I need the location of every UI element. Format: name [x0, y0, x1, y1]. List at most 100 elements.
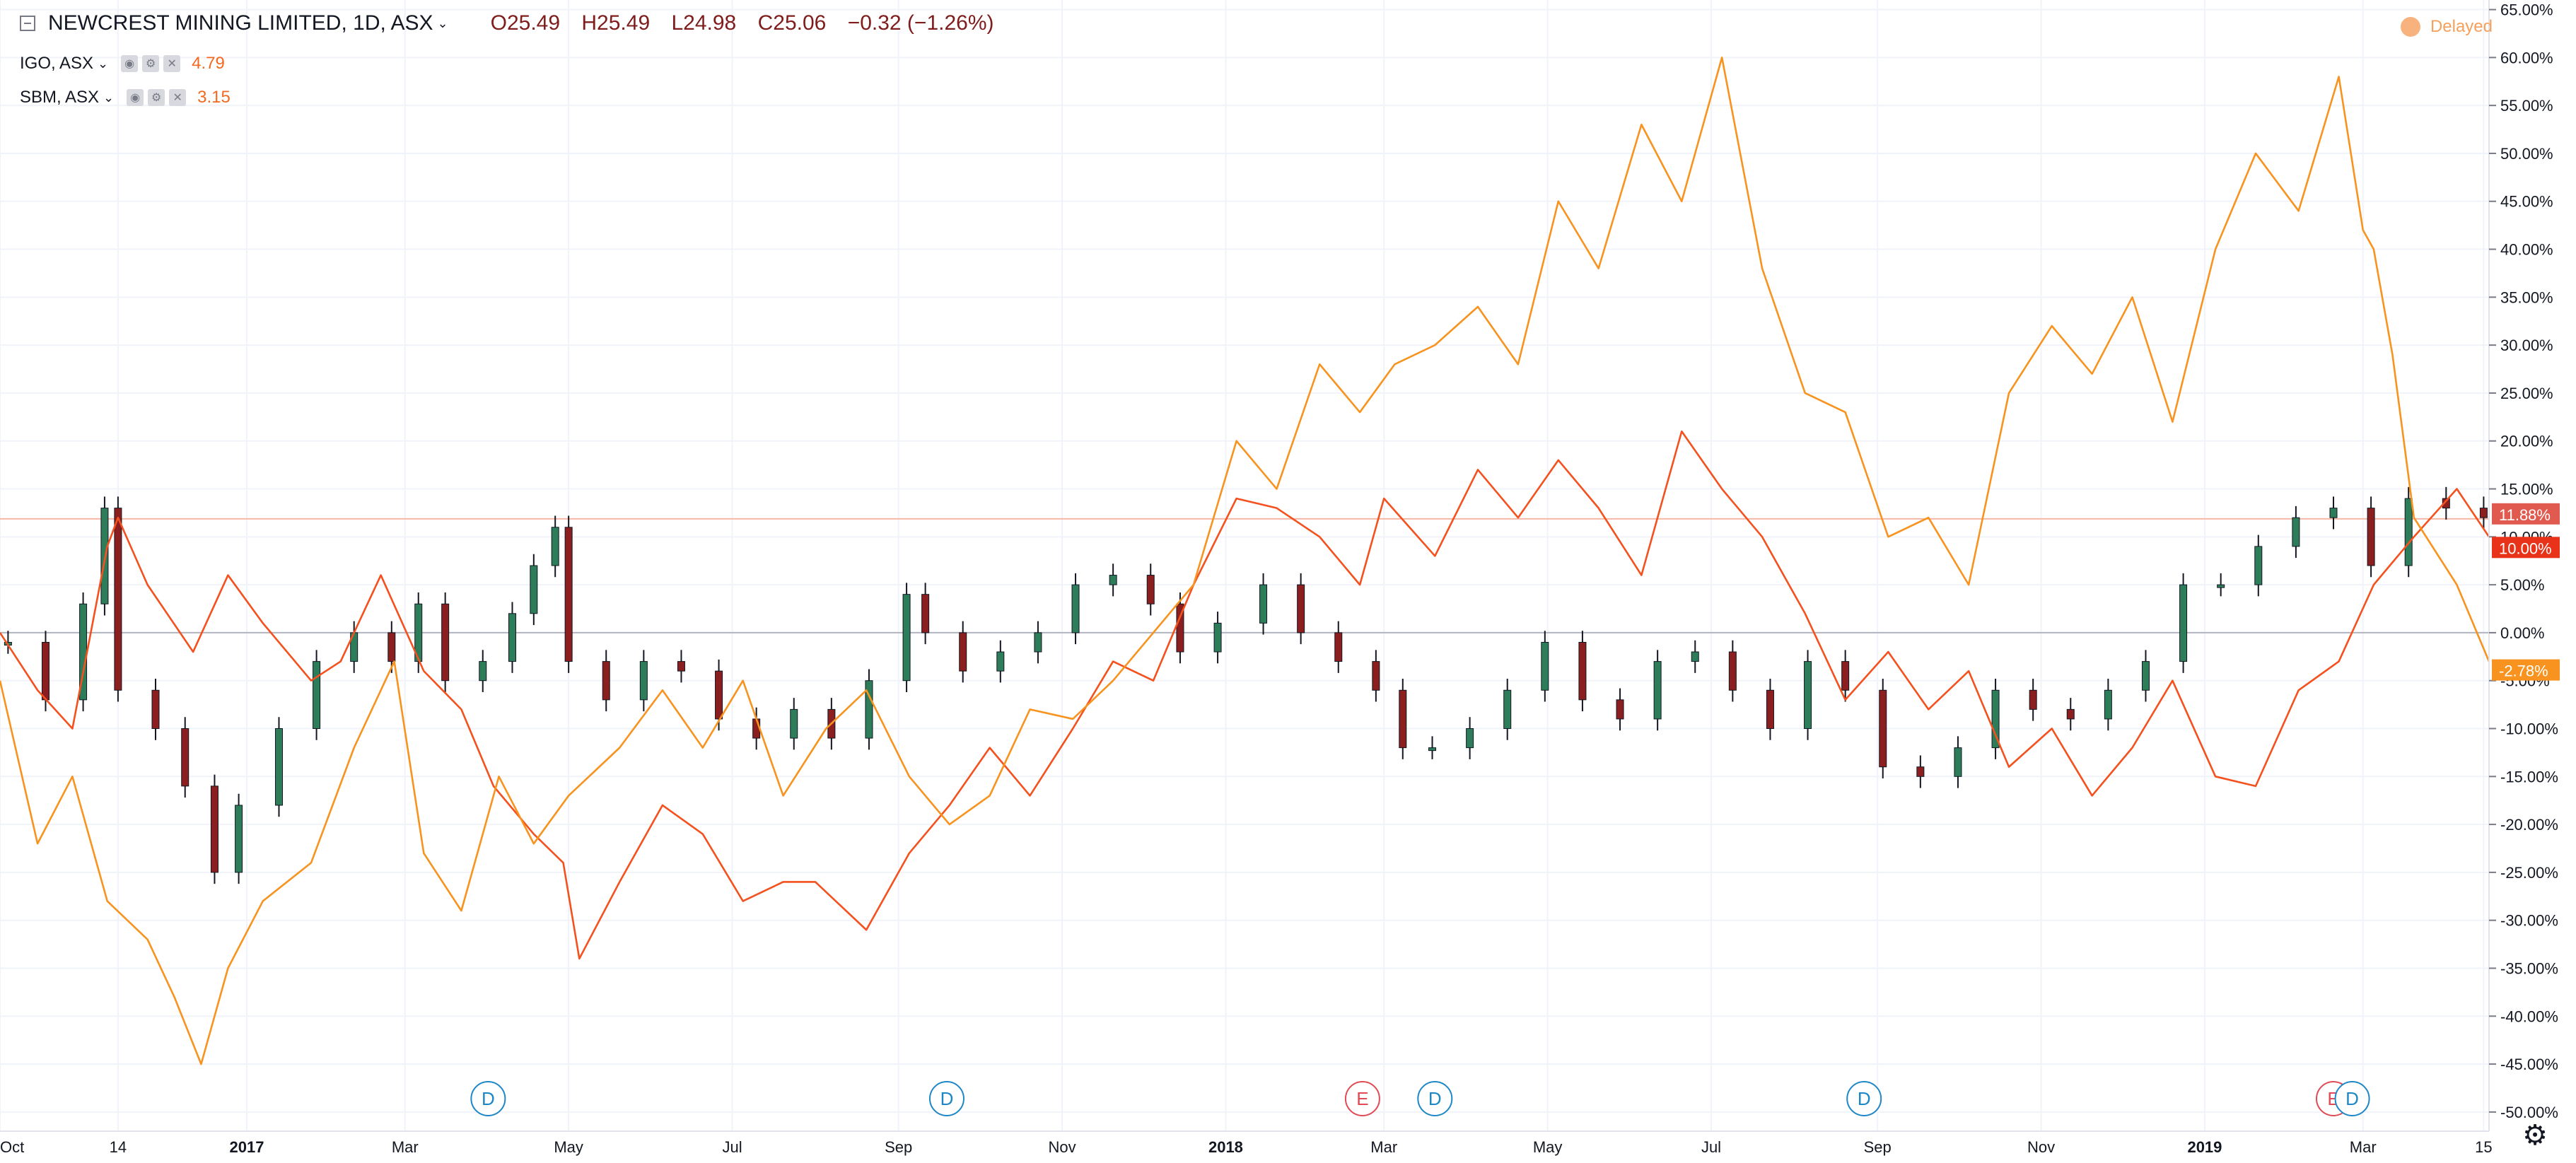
x-tick-label: Jul	[1701, 1138, 1721, 1156]
price-badge-label: -2.78%	[2499, 662, 2548, 680]
candle-body	[508, 613, 516, 662]
x-tick-label: Sep	[885, 1138, 912, 1156]
candle-body	[1176, 603, 1184, 653]
price-badge	[2492, 659, 2560, 681]
candle-body	[1428, 747, 1437, 752]
grid-layer	[0, 0, 2489, 1131]
y-tick-label: 5.00%	[2500, 576, 2544, 594]
y-tick-label: -40.00%	[2500, 1007, 2558, 1025]
candle-body	[1578, 641, 1587, 701]
ohlc-values: O25.49 H25.49 L24.98 C25.06 −0.32 (−1.26…	[491, 11, 1010, 35]
dividend-marker-label: D	[1858, 1088, 1871, 1109]
candle-body	[551, 527, 559, 566]
candle-body	[996, 651, 1005, 672]
candle-body	[313, 661, 321, 730]
change-value: −0.32 (−1.26%)	[847, 11, 994, 35]
candle-body	[479, 661, 487, 682]
candle-body	[1841, 661, 1850, 691]
y-tick-label: 20.00%	[2500, 433, 2553, 450]
candle-body	[865, 680, 873, 739]
candle-body	[790, 708, 798, 739]
x-tick-label: Mar	[1370, 1138, 1397, 1156]
candle-body	[921, 594, 930, 633]
y-tick-label: -25.00%	[2500, 864, 2558, 882]
x-tick-label: 15	[2475, 1138, 2492, 1156]
chevron-down-icon[interactable]: ⌄	[103, 90, 115, 105]
close-value: C25.06	[757, 11, 827, 35]
candle-body	[2104, 689, 2112, 720]
candle-body	[1372, 661, 1380, 691]
y-tick-label: 30.00%	[2500, 337, 2553, 354]
candle-body	[1879, 689, 1887, 768]
candle-body	[1146, 575, 1155, 604]
candle-body	[2404, 498, 2413, 566]
candle-body	[2029, 689, 2037, 710]
candle-body	[1213, 622, 1222, 653]
y-tick-label: -15.00%	[2500, 768, 2558, 785]
series-line	[0, 430, 2490, 960]
dividend-marker	[928, 1081, 964, 1116]
settings-icon[interactable]: ⚙	[142, 55, 160, 72]
candle-body	[2329, 508, 2338, 518]
y-tick-label: 40.00%	[2500, 241, 2553, 259]
x-tick-label: Nov	[1049, 1138, 1076, 1156]
main-symbol-label[interactable]: NEWCREST MINING LIMITED, 1D, ASX	[48, 11, 433, 35]
candle-body	[2141, 661, 2150, 691]
candle-body	[677, 661, 685, 672]
candle-body	[1616, 699, 1624, 720]
compare-legend-row-sbm[interactable]: SBM, ASX ⌄ ◉ ⚙ ✕ 3.15	[20, 88, 231, 107]
eye-icon[interactable]: ◉	[121, 55, 139, 72]
candles	[4, 486, 2488, 884]
compare-symbol-label[interactable]: SBM, ASX	[20, 88, 100, 107]
settings-icon[interactable]: ⚙	[148, 89, 165, 106]
y-tick-label: 65.00%	[2500, 1, 2553, 19]
close-icon[interactable]: ✕	[163, 55, 181, 72]
x-tick-label: Mar	[392, 1138, 419, 1156]
gear-icon[interactable]: ⚙	[2522, 1120, 2548, 1151]
x-tick-label: Jul	[722, 1138, 742, 1156]
candle-body	[114, 508, 122, 691]
y-tick-label: 35.00%	[2500, 288, 2553, 306]
delayed-icon	[2400, 17, 2420, 37]
compare-symbol-label[interactable]: IGO, ASX	[20, 54, 94, 73]
candle-body	[1034, 632, 1042, 653]
chevron-down-icon[interactable]: ⌄	[98, 56, 109, 71]
dividend-marker-label: D	[2345, 1088, 2359, 1109]
candle-body	[2442, 498, 2450, 509]
dividend-marker-label: D	[482, 1088, 495, 1109]
collapse-icon[interactable]	[20, 16, 35, 31]
dividend-marker	[470, 1081, 506, 1116]
eye-icon[interactable]: ◉	[127, 89, 144, 106]
compare-legend-row-igo[interactable]: IGO, ASX ⌄ ◉ ⚙ ✕ 4.79	[20, 54, 225, 74]
x-tick-label: Nov	[2027, 1138, 2055, 1156]
y-tick-label: -10.00%	[2500, 720, 2558, 738]
price-badge	[2492, 503, 2560, 525]
y-tick-label: -35.00%	[2500, 959, 2558, 977]
x-tick-label: 2019	[2187, 1138, 2222, 1156]
candle-body	[1071, 584, 1080, 633]
candle-body	[1503, 689, 1512, 730]
chevron-down-icon[interactable]: ⌄	[437, 16, 448, 30]
candle-body	[959, 632, 967, 672]
x-tick-label: 2017	[229, 1138, 264, 1156]
delayed-badge[interactable]: Delayed	[2400, 17, 2493, 37]
candle-body	[1804, 661, 1812, 730]
candle-body	[1466, 728, 1474, 749]
close-icon[interactable]: ✕	[169, 89, 187, 106]
candle-body	[2066, 708, 2075, 720]
earnings-marker-label: E	[1356, 1088, 1368, 1109]
dividend-marker	[2334, 1081, 2370, 1116]
series-layer	[0, 57, 2490, 1065]
compare-value: 4.79	[192, 54, 225, 73]
candle-body	[41, 641, 49, 701]
y-tick-label: 50.00%	[2500, 145, 2553, 163]
candle-body	[1109, 575, 1117, 585]
candle-body	[1297, 584, 1305, 633]
y-tick-label: 0.00%	[2500, 624, 2544, 642]
x-tick-label: May	[1533, 1138, 1563, 1156]
candle-body	[2479, 508, 2488, 518]
candle-body	[2254, 546, 2263, 585]
main-legend-row[interactable]: NEWCREST MINING LIMITED, 1D, ASX ⌄ O25.4…	[20, 11, 1010, 35]
